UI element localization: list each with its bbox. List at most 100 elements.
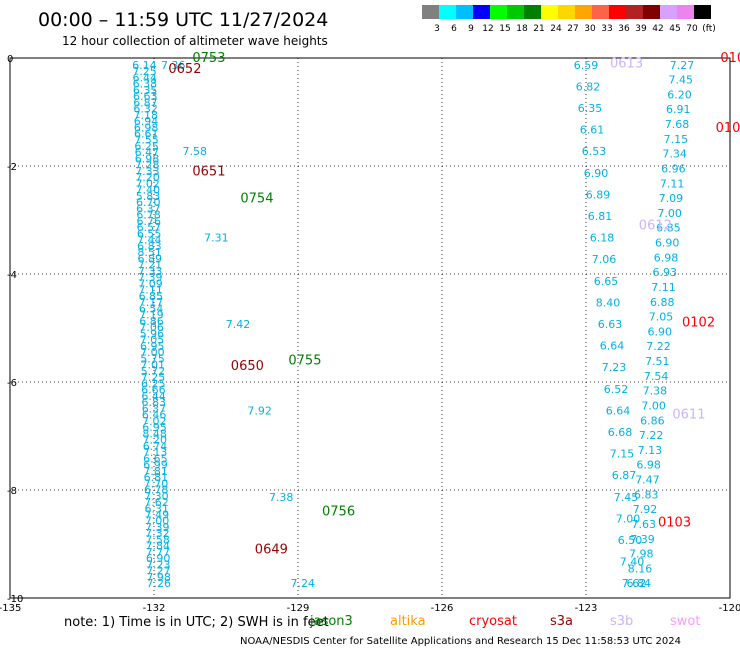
data-label: 7.25: [141, 371, 166, 384]
satellite-label: s3a: [550, 614, 573, 629]
y-tick-label: -10: [7, 594, 23, 605]
data-label: 6.83: [634, 488, 659, 501]
data-label: 7.33: [138, 265, 163, 278]
legend-swatch: [422, 5, 439, 19]
y-tick-label: -8: [7, 486, 17, 497]
data-label: 7.22: [639, 429, 664, 442]
data-label: 7.30: [144, 490, 169, 503]
legend-swatch: [643, 5, 660, 19]
satellite-label: jason3: [309, 614, 353, 629]
data-label: 6.50: [618, 534, 643, 547]
data-label: 7.06: [592, 253, 617, 266]
data-label: 6.63: [133, 90, 158, 103]
data-label: 6.55: [137, 227, 162, 240]
data-label: 7.11: [660, 177, 685, 190]
data-label: 6.37: [142, 402, 167, 415]
data-label: 6.25: [141, 377, 166, 390]
x-tick-label: -123: [575, 603, 598, 614]
data-label: 7.38: [643, 385, 668, 398]
y-tick-label: -4: [7, 270, 17, 281]
data-label: 6.90: [584, 167, 609, 180]
data-label: 7.47: [635, 474, 660, 487]
data-label: 7.39: [630, 533, 655, 546]
data-label: 7.84: [146, 540, 171, 553]
legend-bin-label: 42: [652, 24, 663, 34]
data-label: 6.89: [586, 188, 611, 201]
data-label: 7.40: [620, 556, 645, 569]
legend-bin-label: 15: [499, 24, 510, 34]
satellite-legend: jason3 altika cryosat s3a s3b swot: [309, 614, 700, 629]
data-label: 6.31: [144, 502, 169, 515]
note-text: note: 1) Time is in UTC; 2) SWH is in fe…: [64, 615, 329, 630]
data-label: 7.28: [135, 159, 160, 172]
legend-bin-label: 3: [434, 24, 440, 34]
pass-label: 0103: [658, 515, 691, 530]
data-label: 7.26: [147, 577, 172, 590]
data-label: 6.37: [136, 202, 161, 215]
data-label: 6.90: [146, 552, 171, 565]
data-label: 6.87: [612, 469, 637, 482]
data-label: 6.61: [580, 124, 605, 137]
data-label: 5.72: [141, 365, 166, 378]
data-label: 6.82: [576, 80, 601, 93]
pass-label: 0102: [682, 316, 715, 331]
data-label: 6.81: [144, 471, 169, 484]
data-label: 6.44: [132, 71, 157, 84]
x-tick-label: -129: [287, 603, 310, 614]
pass-label: 0651: [192, 164, 225, 179]
data-label: 6.44: [141, 390, 166, 403]
data-label: 7.44: [137, 234, 162, 247]
data-label: 6.35: [133, 84, 158, 97]
data-label: 6.94: [134, 115, 159, 128]
pass-label: 0650: [231, 359, 264, 374]
legend-swatch: [609, 5, 626, 19]
data-label: 6.86: [640, 414, 665, 427]
y-tick-label: -6: [7, 378, 17, 389]
data-label: 6.74: [143, 440, 168, 453]
legend-swatch: [541, 5, 558, 19]
pass-label: 0755: [288, 353, 321, 368]
legend-swatch: [439, 5, 456, 19]
legend-swatch: [592, 5, 609, 19]
data-label: 6.70: [136, 196, 161, 209]
x-tick-label: -120: [719, 603, 740, 614]
data-label: 7.06: [139, 321, 164, 334]
footer-credit: NOAA/NESDIS Center for Satellite Applica…: [240, 636, 681, 647]
data-label: 6.85: [139, 290, 164, 303]
data-label: 7.31: [204, 232, 229, 245]
chart-title: 00:00 – 11:59 UTC 11/27/2024: [38, 9, 328, 31]
data-label: 7.45: [669, 74, 694, 87]
pass-label: 0649: [255, 542, 288, 557]
data-label: 6.59: [574, 59, 599, 72]
data-label: 7.49: [145, 508, 170, 521]
data-label: 7.39: [145, 521, 170, 534]
data-label: 7.20: [135, 171, 160, 184]
data-label: 6.81: [588, 210, 613, 223]
axis-ticks: -135 -132 -129 -126 -123 -120 0 -2 -4 -6 -8 -10: [0, 54, 740, 614]
data-label: 7.00: [616, 512, 641, 525]
data-label: 7.02: [142, 415, 167, 428]
data-label: 7.39: [138, 271, 163, 284]
satellite-label: swot: [670, 614, 700, 629]
data-label: 8.48: [142, 427, 167, 440]
data-label: 6.65: [143, 452, 168, 465]
data-label: 6.86: [139, 315, 164, 328]
data-label: 8.51: [137, 246, 162, 259]
data-label: 7.01: [140, 359, 165, 372]
x-tick-label: -132: [143, 603, 166, 614]
data-label: 7.24: [291, 577, 316, 590]
data-label: 7.81: [143, 465, 168, 478]
legend-swatch: [507, 5, 524, 19]
data-label: 7.40: [136, 184, 161, 197]
data-label: 7.05: [140, 334, 165, 347]
data-label: 7.15: [610, 448, 635, 461]
data-tracks: 6.147.256.446.386.356.636.876.327.186.94…: [132, 59, 694, 590]
data-label: 6.90: [655, 237, 680, 250]
data-label: 7.17: [139, 296, 164, 309]
data-label: 7.00: [145, 515, 170, 528]
legend-bin-label: 45: [669, 24, 680, 34]
legend-swatch: [660, 5, 677, 19]
data-label: 7.11: [138, 284, 163, 297]
